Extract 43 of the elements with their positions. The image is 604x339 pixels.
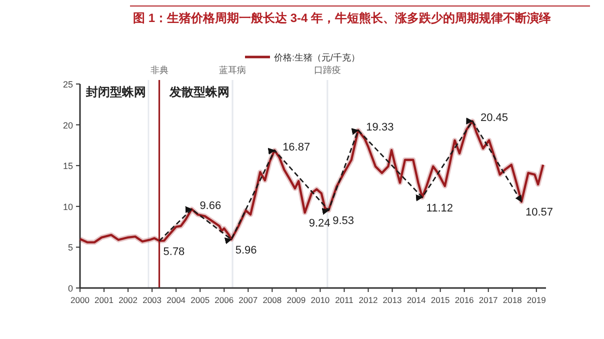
x-tick-label: 2000 [70, 295, 90, 305]
x-tick-label: 2006 [214, 295, 234, 305]
x-tick-label: 2017 [478, 295, 498, 305]
annotation: 9.24 [308, 218, 330, 230]
x-tick-label: 2018 [502, 295, 522, 305]
x-tick-label: 2002 [118, 295, 138, 305]
y-tick-label: 5 [68, 242, 73, 253]
x-tick-label: 2009 [286, 295, 306, 305]
annotation: 5.78 [163, 246, 185, 258]
x-tick-label: 2001 [94, 295, 114, 305]
legend-label: 价格:生猪（元/千克） [273, 52, 360, 62]
ref-line-label: 非典 [150, 65, 168, 75]
x-tick-label: 2014 [406, 295, 426, 305]
annotation: 16.87 [282, 141, 310, 154]
annotation: 19.33 [366, 121, 394, 134]
x-tick-label: 2016 [454, 295, 474, 305]
ref-line-label: 蓝耳病 [219, 65, 246, 75]
x-tick-label: 2011 [335, 295, 354, 305]
x-tick-label: 2012 [358, 295, 378, 305]
x-tick-label: 2007 [238, 295, 258, 305]
annotation: 9.53 [332, 215, 354, 228]
x-tick-label: 2005 [190, 295, 210, 305]
y-tick-label: 15 [62, 161, 73, 172]
x-tick-label: 2013 [382, 295, 402, 305]
x-tick-label: 2008 [262, 295, 282, 305]
y-tick-label: 25 [62, 80, 73, 90]
x-tick-label: 2010 [310, 295, 330, 305]
y-tick-label: 0 [68, 284, 73, 294]
x-tick-label: 2003 [142, 295, 162, 305]
y-tick-label: 10 [62, 202, 73, 212]
annotation: 9.66 [200, 200, 222, 212]
annotation: 发散型蛛网 [168, 85, 230, 99]
annotation: 11.12 [426, 202, 454, 214]
annotation: 20.45 [480, 112, 508, 124]
ref-line-label: 口蹄疫 [314, 65, 341, 75]
chart-title: 图 1：生猪价格周期一般长达 3-4 年，牛短熊长、涨多跌少的周期规律不断演绎 [133, 11, 552, 25]
annotation: 5.96 [235, 244, 257, 256]
x-tick-label: 2004 [166, 295, 186, 305]
x-tick-label: 2015 [430, 295, 450, 305]
y-tick-label: 20 [62, 120, 73, 130]
x-tick-label: 2019 [526, 295, 546, 305]
annotation: 10.57 [526, 206, 554, 219]
annotation: 封闭型蛛网 [85, 85, 146, 99]
